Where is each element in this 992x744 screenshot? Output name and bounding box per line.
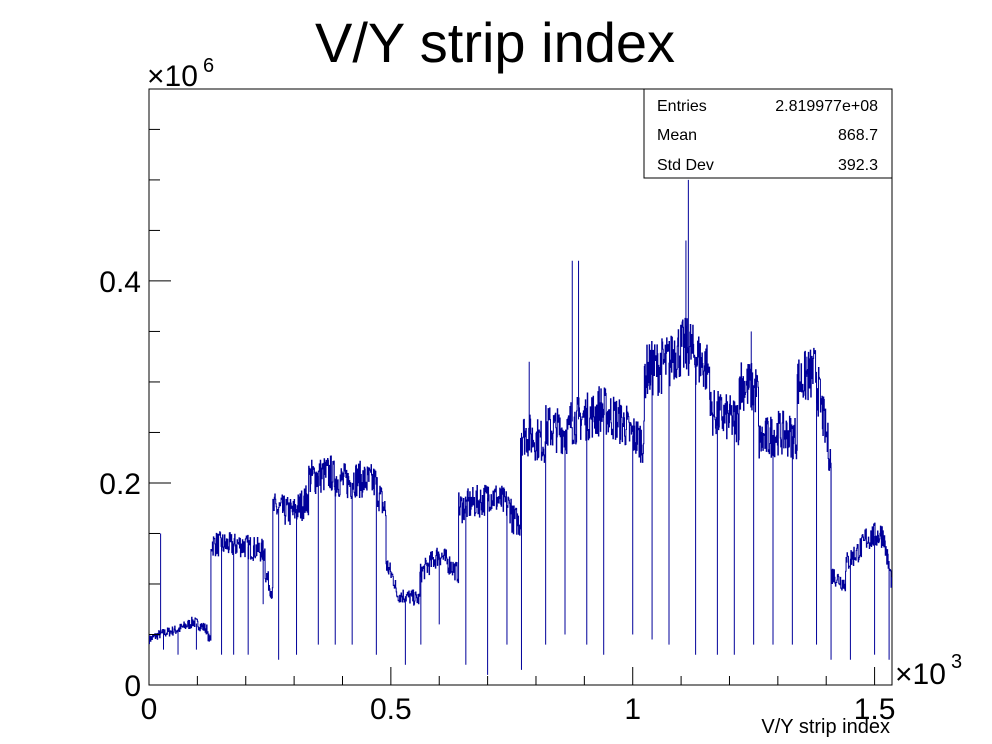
x-axis-title: V/Y strip index (761, 716, 890, 738)
y-multiplier-exponent: 6 (203, 55, 214, 77)
histogram-line (148, 317, 893, 645)
chart-title: V/Y strip index (315, 11, 675, 74)
x-tick-label: 0.5 (370, 693, 412, 726)
stats-entries-value: 2.819977e+08 (775, 98, 878, 115)
x-tick-label: 1 (624, 693, 641, 726)
y-multiplier: ×10 (147, 60, 198, 93)
x-tick-label: 0 (141, 693, 158, 726)
x-tick-label: 1.5 (854, 693, 896, 726)
stats-stddev-value: 392.3 (838, 157, 878, 174)
stats-box: Entries 2.819977e+08 Mean 868.7 Std Dev … (643, 88, 893, 179)
plot-frame (148, 88, 893, 686)
x-multiplier-exponent: 3 (951, 651, 962, 673)
y-tick-label: 0 (124, 670, 141, 703)
y-tick-label: 0.4 (99, 266, 141, 299)
stats-box-frame (643, 88, 893, 179)
x-multiplier: ×10 (895, 658, 946, 691)
y-tick-label: 0.2 (99, 468, 141, 501)
stats-mean-label: Mean (657, 127, 697, 144)
axis-ticks: 0 0.5 1 1.5 0 0.2 0.4 (99, 128, 896, 726)
stats-mean-value: 868.7 (838, 127, 878, 144)
stats-entries-label: Entries (657, 98, 707, 115)
histogram-series (148, 179, 893, 675)
stats-stddev-label: Std Dev (657, 157, 714, 174)
